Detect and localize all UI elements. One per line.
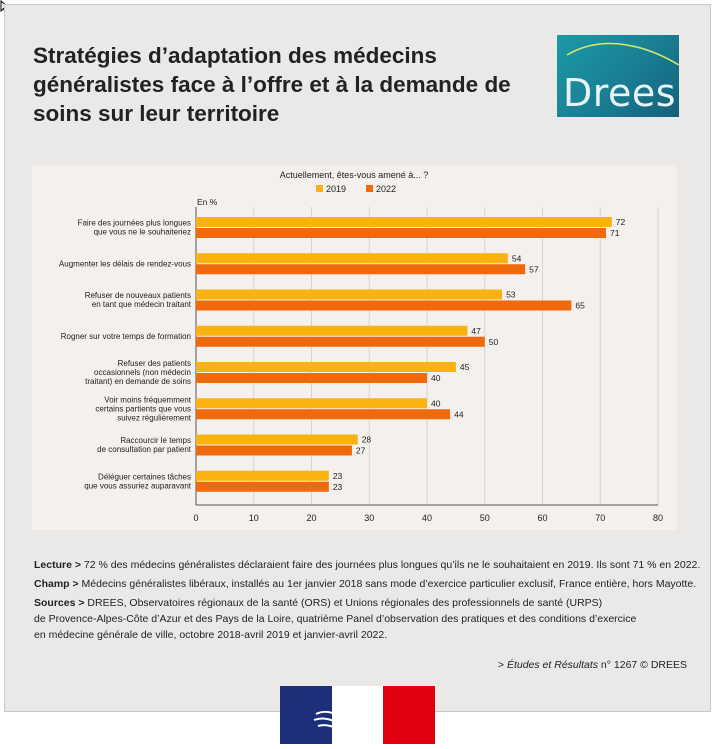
data-label-2019-8: 23 xyxy=(333,471,343,481)
x-tick-label-80: 80 xyxy=(653,513,663,523)
x-tick-label-10: 10 xyxy=(249,513,259,523)
chart-title: Actuellement, êtes-vous amené à... ? xyxy=(280,170,429,180)
champ-text: Médecins généralistes libéraux, installé… xyxy=(78,578,697,590)
legend-label-2019: 2019 xyxy=(326,184,346,194)
data-label-2019-2: 54 xyxy=(512,253,522,263)
data-label-2022-1: 71 xyxy=(610,228,620,238)
data-label-2022-8: 23 xyxy=(333,482,343,492)
data-label-2019-3: 53 xyxy=(506,290,516,300)
data-label-2019-6: 40 xyxy=(431,398,441,408)
x-tick-label-60: 60 xyxy=(537,513,547,523)
data-label-2019-7: 28 xyxy=(362,435,372,445)
bar-2022-1 xyxy=(196,228,607,238)
bar-2019-1 xyxy=(196,217,612,227)
x-tick-label-0: 0 xyxy=(193,513,198,523)
champ-label: Champ > xyxy=(34,578,79,590)
bar-2019-8 xyxy=(196,470,329,481)
legend-swatch-2022 xyxy=(366,185,373,192)
lecture-text: 72 % des médecins généralistes déclaraie… xyxy=(80,559,701,571)
marianne-profile-icon xyxy=(313,689,381,744)
republique-francaise-logo xyxy=(280,686,435,744)
bar-2019-2 xyxy=(196,253,508,264)
bar-2019-4 xyxy=(196,325,468,336)
bar-2022-3 xyxy=(196,300,572,311)
bar-2022-5 xyxy=(196,373,427,383)
data-label-2022-3: 65 xyxy=(575,301,585,311)
bar-2022-2 xyxy=(196,264,526,275)
notes-block: Lecture > 72 % des médecins généralistes… xyxy=(34,557,701,643)
bar-2019-6 xyxy=(196,398,427,409)
sources-note: Sources > DREES, Observatoires régionaux… xyxy=(34,595,699,611)
citation-prefix: > xyxy=(497,659,507,671)
unit-label: En % xyxy=(197,197,218,207)
category-label-6: Voir moins fréquemment certains partients… xyxy=(95,395,191,422)
data-label-2022-7: 27 xyxy=(356,446,366,456)
data-label-2019-1: 72 xyxy=(616,217,626,227)
bar-2022-4 xyxy=(196,336,485,347)
data-label-2022-5: 40 xyxy=(431,373,441,383)
bar-2019-5 xyxy=(196,362,456,372)
data-label-2019-4: 47 xyxy=(471,326,481,336)
lecture-label: Lecture > xyxy=(34,559,81,571)
logo-text: Drees xyxy=(563,71,677,115)
bar-chart: Actuellement, êtes-vous amené à... ? 2019… xyxy=(59,170,663,523)
citation: > Études et Résultats n° 1267 © DREES xyxy=(498,659,687,671)
x-tick-label-40: 40 xyxy=(422,513,432,523)
legend-label-2022: 2022 xyxy=(376,184,396,194)
category-label-3: Refuser de nouveaux patients en tant que … xyxy=(85,291,192,309)
bar-2022-8 xyxy=(196,481,329,492)
sources-line-2: de Provence-Alpes-Côte d’Azur et des Pay… xyxy=(34,613,637,625)
page-title: Stratégies d’adaptation des médecins gén… xyxy=(33,43,511,126)
x-tick-label-50: 50 xyxy=(480,513,490,523)
legend-swatch-2019 xyxy=(316,185,323,192)
data-label-2019-5: 45 xyxy=(460,362,470,372)
lecture-note: Lecture > 72 % des médecins généralistes… xyxy=(34,557,701,573)
flag-blue-band xyxy=(280,686,332,744)
category-label-1: Faire des journées plus longues que vous … xyxy=(78,219,191,237)
bar-2019-7 xyxy=(196,434,358,445)
chart-panel: Actuellement, êtes-vous amené à... ? 2019… xyxy=(32,165,677,530)
x-tick-label-70: 70 xyxy=(595,513,605,523)
bar-2022-6 xyxy=(196,409,451,420)
x-tick-label-30: 30 xyxy=(364,513,374,523)
category-label-8: Déléguer certaines tâches que vous assuri… xyxy=(84,472,192,490)
bar-2022-7 xyxy=(196,445,352,456)
category-label-2: Augmenter les délais de rendez-vous xyxy=(59,259,191,268)
citation-suffix: n° 1267 © DREES xyxy=(598,659,687,671)
sources-line-3: en médecine générale de ville, octobre 2… xyxy=(34,629,388,641)
flag-red-band xyxy=(383,686,435,744)
category-label-5: Refuser des patients occasionnels (non mé… xyxy=(85,359,191,386)
category-label-4: Rogner sur votre temps de formation xyxy=(61,332,191,341)
data-label-2022-2: 57 xyxy=(529,264,539,274)
data-label-2022-4: 50 xyxy=(489,337,499,347)
citation-publication: Études et Résultats xyxy=(506,659,599,671)
logo-curve-icon xyxy=(566,42,679,66)
sources-line-1: DREES, Observatoires régionaux de la san… xyxy=(84,597,603,609)
category-label-7: Raccourcir le temps de consultation par p… xyxy=(97,436,192,454)
bar-2019-3 xyxy=(196,289,503,300)
x-tick-label-20: 20 xyxy=(306,513,316,523)
sources-label: Sources > xyxy=(34,597,85,609)
drees-logo: Drees xyxy=(557,35,679,117)
champ-note: Champ > Médecins généralistes libéraux, … xyxy=(34,576,699,592)
data-label-2022-6: 44 xyxy=(454,409,464,419)
